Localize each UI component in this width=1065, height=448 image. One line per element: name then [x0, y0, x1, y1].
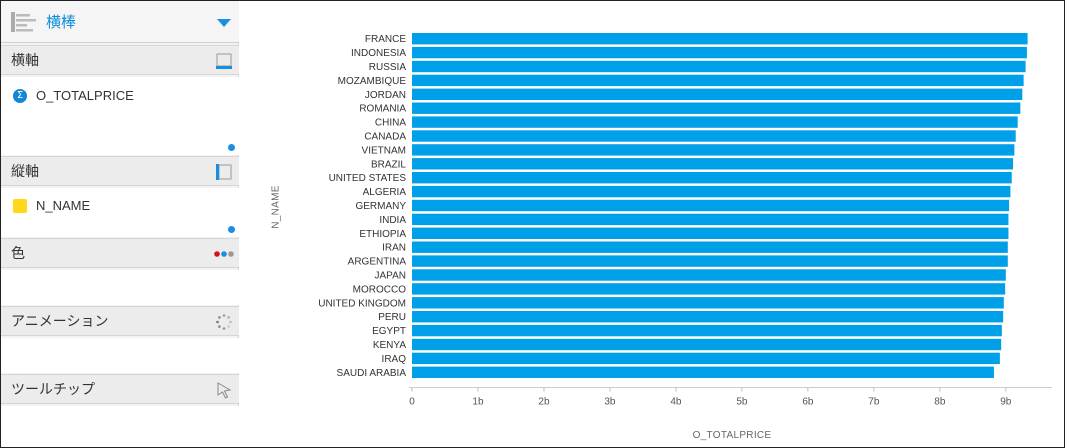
horizontal-bar-chart-icon: [11, 11, 36, 32]
bar-morocco[interactable]: [412, 283, 1006, 295]
tooltip-dropzone[interactable]: [1, 406, 239, 447]
y-axis-field-name: N_NAME: [36, 198, 91, 213]
y-tick-label: UNITED STATES: [329, 173, 407, 184]
y-tick-label: RUSSIA: [369, 62, 407, 73]
bar-indonesia[interactable]: [412, 46, 1027, 59]
y-tick-label: ARGENTINA: [348, 257, 407, 268]
bar-germany[interactable]: [412, 199, 1010, 212]
x-axis-field-name: O_TOTALPRICE: [36, 88, 134, 103]
x-tick-label: 0: [409, 397, 415, 408]
bar-united-kingdom[interactable]: [412, 297, 1004, 309]
cursor-arrow-icon: [217, 382, 232, 399]
x-axis-dropzone[interactable]: Σ O_TOTALPRICE: [1, 77, 239, 155]
y-tick-label: MOROCCO: [353, 284, 407, 295]
tooltip-section-header[interactable]: ツールチップ: [1, 374, 239, 404]
bar-france[interactable]: [412, 33, 1028, 45]
bar-algeria[interactable]: [412, 185, 1011, 198]
bar-canada[interactable]: [412, 130, 1016, 142]
y-tick-label: PERU: [378, 312, 406, 323]
y-axis-icon: [216, 164, 232, 180]
y-tick-label: JORDAN: [365, 90, 406, 101]
y-tick-label: IRAN: [382, 243, 406, 254]
x-tick-label: 1b: [472, 397, 484, 408]
y-axis-section-header[interactable]: 縦軸: [1, 156, 239, 186]
y-axis-field-pill[interactable]: N_NAME: [13, 198, 90, 213]
x-axis-label: 横軸: [11, 53, 39, 69]
bar-kenya[interactable]: [412, 338, 1002, 351]
y-tick-label: MOZAMBIQUE: [338, 76, 407, 87]
x-axis-title: O_TOTALPRICE: [692, 430, 772, 441]
spinner-icon: [216, 314, 232, 330]
y-tick-label: IRAQ: [382, 354, 407, 365]
bar-china[interactable]: [412, 116, 1018, 128]
tooltip-label: ツールチップ: [11, 382, 95, 398]
bar-egypt[interactable]: [412, 324, 1002, 337]
y-tick-label: GERMANY: [355, 201, 406, 212]
x-axis-field-pill[interactable]: Σ O_TOTALPRICE: [13, 88, 134, 103]
y-tick-label: ROMANIA: [359, 104, 406, 115]
y-tick-label: FRANCE: [365, 34, 406, 45]
bar-russia[interactable]: [412, 60, 1026, 73]
x-tick-label: 5b: [736, 397, 748, 408]
x-tick-label: 3b: [604, 397, 616, 408]
bar-chart: FRANCE INDONESIA RUSSIA MOZAMBIQUE JORDAN ROM…: [246, 2, 1063, 446]
sigma-measure-icon: Σ: [13, 88, 27, 103]
color-label: 色: [11, 246, 25, 262]
x-tick-label: 2b: [538, 397, 550, 408]
x-tick-label: 4b: [670, 397, 682, 408]
y-tick-label: KENYA: [373, 340, 406, 351]
y-tick-label: BRAZIL: [371, 159, 406, 170]
x-tick-label: 6b: [802, 397, 814, 408]
config-panel: 横棒 横軸 Σ O_TOTALPRICE 縦軸 N_NAME 色: [1, 1, 239, 447]
y-tick-label: CANADA: [364, 132, 406, 143]
bar-brazil[interactable]: [412, 158, 1014, 170]
animation-dropzone[interactable]: [1, 338, 239, 373]
animation-section-header[interactable]: アニメーション: [1, 306, 239, 336]
y-tick-label: ALGERIA: [363, 187, 407, 198]
bar-united-states[interactable]: [412, 172, 1012, 184]
chart-svg: FRANCE INDONESIA RUSSIA MOZAMBIQUE JORDAN ROM…: [318, 33, 1052, 408]
x-axis-indicator-dot: [228, 144, 235, 151]
x-tick-label: 8b: [934, 397, 946, 408]
y-tick-label: UNITED KINGDOM: [318, 298, 406, 309]
y-tick-label: INDIA: [379, 215, 406, 226]
bar-japan[interactable]: [412, 269, 1006, 281]
bar-romania[interactable]: [412, 102, 1021, 114]
bar-peru[interactable]: [412, 311, 1004, 323]
animation-label: アニメーション: [11, 314, 109, 330]
y-axis-label: 縦軸: [11, 164, 39, 180]
bar-india[interactable]: [412, 213, 1009, 226]
chart-type-selector[interactable]: 横棒: [1, 1, 239, 43]
bar-argentina[interactable]: [412, 255, 1008, 267]
bar-vietnam[interactable]: [412, 144, 1015, 156]
y-tick-label: VIETNAM: [362, 145, 406, 156]
x-tick-label: 7b: [868, 397, 880, 408]
bar-saudi-arabia[interactable]: [412, 366, 994, 378]
y-tick-label: ETHIOPIA: [359, 229, 406, 240]
x-axis-icon: [216, 53, 232, 69]
y-axis-title: N_NAME: [270, 185, 282, 229]
chevron-down-icon[interactable]: [217, 19, 231, 27]
y-tick-label: CHINA: [375, 118, 406, 129]
bar-ethiopia[interactable]: [412, 227, 1009, 239]
color-section-header[interactable]: 色: [1, 238, 239, 268]
bar-mozambique[interactable]: [412, 74, 1024, 87]
bar-iran[interactable]: [412, 241, 1008, 253]
x-tick-label: 9b: [1000, 397, 1012, 408]
y-tick-label: SAUDI ARABIA: [337, 368, 407, 379]
color-dots-icon: [214, 251, 234, 257]
chart-type-label: 横棒: [46, 13, 77, 31]
x-axis-section-header[interactable]: 横軸: [1, 45, 239, 75]
color-dropzone[interactable]: [1, 270, 239, 305]
bar-jordan[interactable]: [412, 88, 1023, 100]
y-tick-label: JAPAN: [375, 271, 407, 282]
y-axis-dropzone[interactable]: N_NAME: [1, 188, 239, 237]
y-tick-label: INDONESIA: [351, 48, 406, 59]
bar-iraq[interactable]: [412, 352, 1000, 365]
y-tick-label: EGYPT: [372, 326, 406, 337]
dimension-square-icon: [13, 198, 27, 213]
y-axis-indicator-dot: [228, 226, 235, 233]
